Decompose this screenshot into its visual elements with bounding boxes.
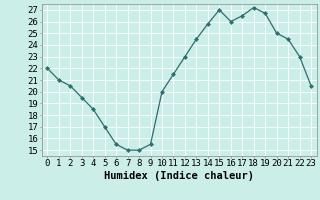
X-axis label: Humidex (Indice chaleur): Humidex (Indice chaleur) bbox=[104, 171, 254, 181]
